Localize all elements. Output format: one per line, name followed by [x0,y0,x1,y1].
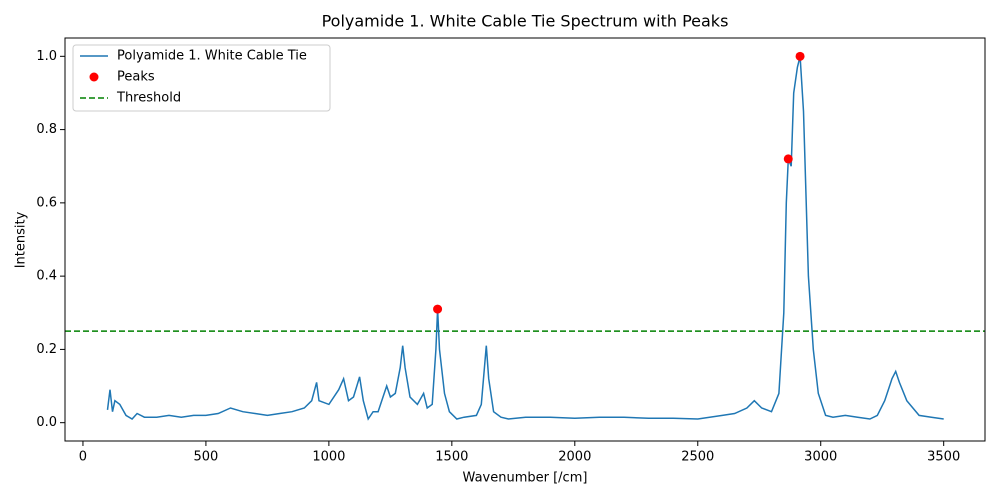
y-tick-label: 1.0 [36,49,57,64]
peak-point [433,304,443,314]
y-axis-label: Intensity [14,211,29,268]
y-tick-label: 0.2 [36,342,57,357]
y-tick-label: 0.6 [36,195,57,210]
legend-box [72,44,331,112]
x-axis-label: Wavenumber [/cm] [463,471,588,486]
legend-label: Peaks [117,70,155,85]
spectrum-line [106,56,944,421]
x-tick-label: 2500 [681,450,714,465]
peak-point [783,154,793,164]
x-tick-label: 500 [194,450,219,465]
x-tick-label: 2000 [558,450,591,465]
plot-frame [64,37,986,442]
y-tick-label: 0.0 [36,415,57,430]
legend-swatch [89,72,99,82]
peak-point [795,51,805,61]
x-tick-label: 0 [79,450,87,465]
x-tick-label: 1000 [312,450,345,465]
x-tick-label: 1500 [435,450,468,465]
legend-label: Polyamide 1. White Cable Tie [117,49,307,64]
x-tick-label: 3000 [804,450,837,465]
y-tick-label: 0.4 [36,269,57,284]
y-tick-label: 0.8 [36,122,57,137]
chart-title: Polyamide 1. White Cable Tie Spectrum wi… [322,12,729,31]
legend-label: Threshold [116,91,181,106]
x-tick-label: 3500 [927,450,960,465]
